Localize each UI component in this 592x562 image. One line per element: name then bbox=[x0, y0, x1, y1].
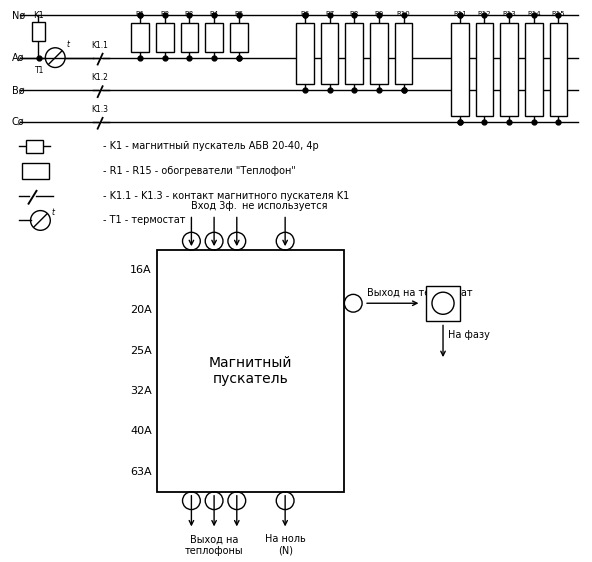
Text: - T1 - термостат: - T1 - термостат bbox=[102, 215, 185, 225]
Text: R11: R11 bbox=[453, 11, 466, 17]
Text: R3: R3 bbox=[185, 11, 194, 17]
Text: K1.2: K1.2 bbox=[91, 73, 108, 82]
Text: - K1.1 - K1.3 - контакт магнитного пускателя K1: - K1.1 - K1.3 - контакт магнитного пуска… bbox=[102, 191, 349, 201]
Text: R5: R5 bbox=[234, 11, 243, 17]
Text: 16A: 16A bbox=[130, 265, 152, 275]
Text: K1.1: K1.1 bbox=[91, 40, 108, 50]
Text: R6: R6 bbox=[300, 11, 310, 17]
Text: T1: T1 bbox=[35, 66, 44, 75]
Text: 20A: 20A bbox=[130, 306, 152, 315]
Text: Выход на термостат: Выход на термостат bbox=[367, 288, 472, 298]
FancyBboxPatch shape bbox=[395, 23, 413, 84]
Text: R9: R9 bbox=[374, 11, 384, 17]
Text: t: t bbox=[66, 40, 69, 49]
Text: R4: R4 bbox=[210, 11, 218, 17]
Text: Aø: Aø bbox=[12, 53, 24, 62]
Text: - R1 - R15 - обогреватели "Теплофон": - R1 - R15 - обогреватели "Теплофон" bbox=[102, 166, 295, 176]
Text: Выход на
теплофоны: Выход на теплофоны bbox=[185, 534, 243, 556]
Text: 25A: 25A bbox=[130, 346, 152, 356]
FancyBboxPatch shape bbox=[205, 23, 223, 52]
Text: На ноль
(N): На ноль (N) bbox=[265, 534, 305, 556]
FancyBboxPatch shape bbox=[549, 23, 567, 116]
Text: R13: R13 bbox=[502, 11, 516, 17]
FancyBboxPatch shape bbox=[31, 21, 46, 42]
Text: Магнитный
пускатель: Магнитный пускатель bbox=[209, 356, 292, 386]
FancyBboxPatch shape bbox=[157, 250, 345, 492]
Text: - K1 - магнитный пускатель АБВ 20-40, 4p: - K1 - магнитный пускатель АБВ 20-40, 4p bbox=[102, 142, 318, 151]
Text: R2: R2 bbox=[160, 11, 169, 17]
FancyBboxPatch shape bbox=[230, 23, 247, 52]
FancyBboxPatch shape bbox=[345, 23, 363, 84]
Text: 40A: 40A bbox=[130, 427, 152, 436]
Text: 63A: 63A bbox=[130, 466, 152, 477]
FancyBboxPatch shape bbox=[451, 23, 469, 116]
Text: R10: R10 bbox=[397, 11, 410, 17]
Text: Nø: Nø bbox=[12, 10, 25, 20]
Text: Bø: Bø bbox=[12, 85, 24, 95]
Text: K1: K1 bbox=[33, 11, 44, 20]
Text: Вход 3ф.: Вход 3ф. bbox=[191, 201, 237, 211]
Text: R15: R15 bbox=[552, 11, 565, 17]
FancyBboxPatch shape bbox=[475, 23, 493, 116]
Text: На фазу: На фазу bbox=[448, 330, 490, 341]
Text: не используется: не используется bbox=[242, 201, 328, 211]
FancyBboxPatch shape bbox=[370, 23, 388, 84]
FancyBboxPatch shape bbox=[500, 23, 518, 116]
Text: t: t bbox=[52, 207, 54, 216]
Text: R14: R14 bbox=[527, 11, 540, 17]
FancyBboxPatch shape bbox=[181, 23, 198, 52]
Text: Cø: Cø bbox=[12, 117, 24, 127]
Text: 32A: 32A bbox=[130, 386, 152, 396]
Text: R8: R8 bbox=[350, 11, 359, 17]
Text: R7: R7 bbox=[325, 11, 334, 17]
Text: R12: R12 bbox=[478, 11, 491, 17]
FancyBboxPatch shape bbox=[156, 23, 173, 52]
FancyBboxPatch shape bbox=[525, 23, 543, 116]
FancyBboxPatch shape bbox=[296, 23, 314, 84]
Text: R1: R1 bbox=[136, 11, 144, 17]
FancyBboxPatch shape bbox=[22, 163, 49, 179]
Text: K1.3: K1.3 bbox=[91, 105, 108, 114]
FancyBboxPatch shape bbox=[131, 23, 149, 52]
FancyBboxPatch shape bbox=[25, 140, 43, 153]
FancyBboxPatch shape bbox=[426, 286, 461, 320]
FancyBboxPatch shape bbox=[321, 23, 339, 84]
